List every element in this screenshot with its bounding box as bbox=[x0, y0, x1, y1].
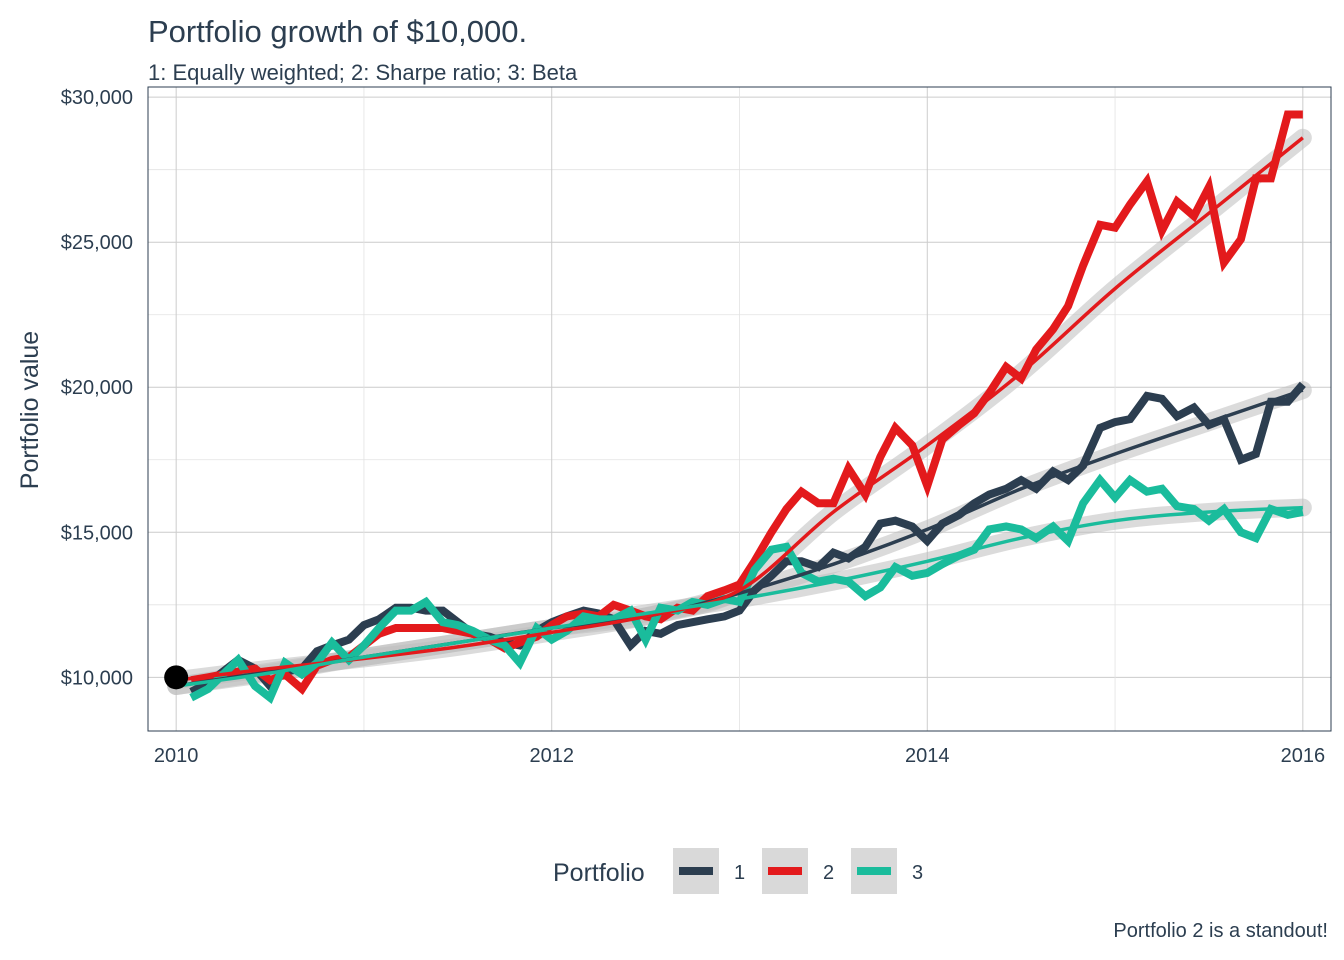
y-tick-label: $15,000 bbox=[61, 522, 133, 544]
axis-ticks: $10,000 $15,000 $20,000 $25,000 $30,000 2010 2… bbox=[61, 87, 1325, 767]
start-point-layer bbox=[164, 665, 189, 690]
y-axis-label: Portfolio value bbox=[16, 331, 44, 489]
legend-keys: 1 2 3 bbox=[673, 848, 923, 894]
start-point-marker bbox=[164, 665, 189, 690]
legend: Portfolio 1 2 3 bbox=[553, 848, 923, 894]
chart-caption: Portfolio 2 is a standout! bbox=[1113, 920, 1328, 942]
gridlines bbox=[148, 87, 1331, 731]
y-tick-label: $10,000 bbox=[61, 667, 133, 689]
x-tick-label: 2014 bbox=[905, 745, 950, 767]
legend-label-3: 3 bbox=[912, 862, 923, 884]
trend-lines bbox=[175, 136, 1304, 688]
chart-title: Portfolio growth of $10,000. bbox=[148, 14, 528, 49]
legend-label-1: 1 bbox=[734, 862, 745, 884]
y-tick-label: $20,000 bbox=[61, 377, 133, 399]
plot-panel-border bbox=[147, 86, 1332, 732]
x-tick-label: 2016 bbox=[1281, 745, 1326, 767]
series-line-1 bbox=[189, 381, 1306, 696]
chart-subtitle: 1: Equally weighted; 2: Sharpe ratio; 3:… bbox=[148, 60, 578, 85]
y-tick-label: $30,000 bbox=[61, 87, 133, 109]
x-tick-label: 2010 bbox=[154, 745, 199, 767]
legend-label-2: 2 bbox=[823, 862, 834, 884]
series-lines bbox=[189, 110, 1306, 704]
x-tick-label: 2012 bbox=[529, 745, 574, 767]
trend-line-3 bbox=[175, 505, 1303, 688]
y-tick-label: $25,000 bbox=[61, 232, 133, 254]
legend-title: Portfolio bbox=[553, 859, 645, 887]
